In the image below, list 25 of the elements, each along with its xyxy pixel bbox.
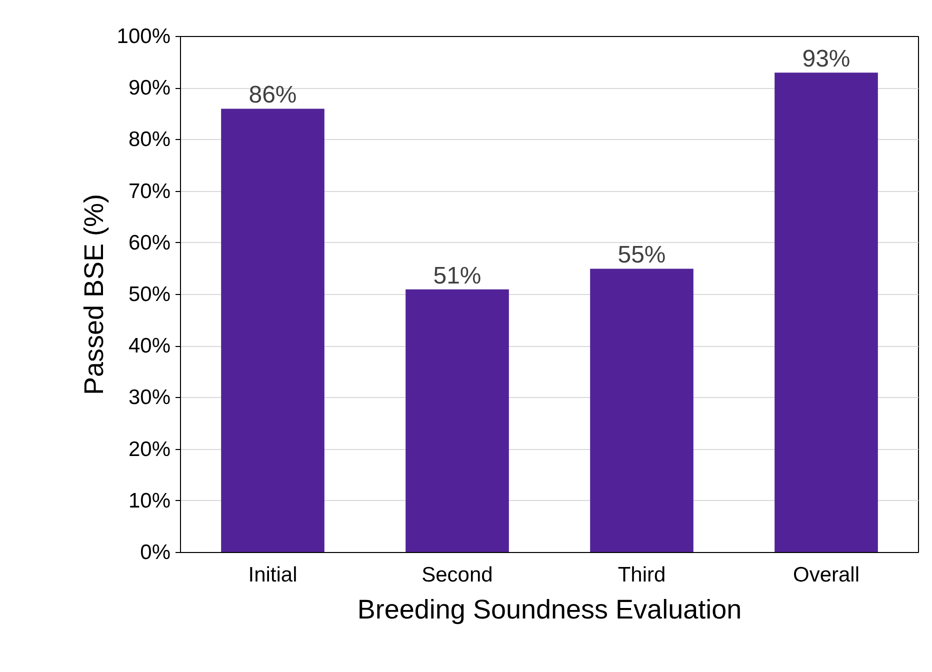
x-tick-label: Second bbox=[422, 564, 493, 586]
y-tick-label: 60% bbox=[128, 231, 170, 254]
bar bbox=[774, 72, 878, 552]
data-label: 51% bbox=[433, 262, 482, 290]
y-tick-label: 50% bbox=[128, 283, 170, 306]
bar bbox=[406, 289, 509, 552]
x-axis-title: Breeding Soundness Evaluation bbox=[357, 594, 742, 624]
y-tick-label: 40% bbox=[128, 334, 170, 358]
y-tick-label: 90% bbox=[128, 76, 170, 100]
y-axis-title: Passed BSE (%) bbox=[78, 194, 109, 396]
bar bbox=[221, 108, 324, 552]
data-label: 86% bbox=[248, 82, 297, 109]
y-tick-label: 70% bbox=[128, 180, 170, 203]
y-tick-label: 10% bbox=[128, 489, 170, 512]
data-label: 55% bbox=[618, 242, 666, 269]
bar bbox=[590, 268, 694, 552]
y-tick-label: 20% bbox=[128, 438, 170, 461]
y-tick-label: 0% bbox=[140, 541, 171, 564]
data-label: 93% bbox=[802, 46, 850, 73]
x-tick-label: Third bbox=[618, 564, 666, 586]
y-tick-label: 80% bbox=[128, 128, 170, 152]
y-tick-label: 100% bbox=[116, 25, 171, 48]
x-tick-label: Initial bbox=[248, 564, 298, 586]
y-tick-label: 30% bbox=[128, 386, 170, 410]
x-tick-label: Overall bbox=[792, 564, 860, 586]
